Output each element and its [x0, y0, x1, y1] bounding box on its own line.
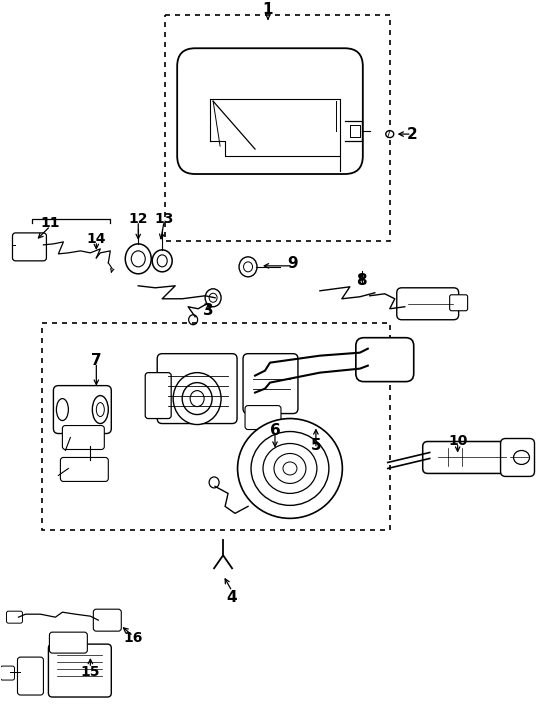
- Text: 13: 13: [155, 212, 174, 226]
- Text: 7: 7: [91, 353, 102, 368]
- Ellipse shape: [251, 431, 329, 506]
- Text: 9: 9: [288, 256, 298, 271]
- Text: 6: 6: [270, 423, 280, 438]
- FancyBboxPatch shape: [245, 406, 281, 430]
- Ellipse shape: [274, 454, 306, 484]
- FancyBboxPatch shape: [450, 295, 468, 311]
- FancyBboxPatch shape: [49, 644, 111, 697]
- FancyBboxPatch shape: [423, 442, 513, 474]
- Text: 15: 15: [81, 665, 100, 679]
- Text: 1: 1: [262, 2, 273, 17]
- Text: 10: 10: [448, 433, 467, 447]
- FancyBboxPatch shape: [177, 48, 363, 174]
- Ellipse shape: [57, 399, 68, 421]
- Text: 14: 14: [87, 232, 106, 246]
- Ellipse shape: [190, 391, 204, 406]
- Ellipse shape: [209, 477, 219, 488]
- Text: 5: 5: [310, 438, 321, 453]
- FancyBboxPatch shape: [145, 372, 171, 418]
- Text: 3: 3: [203, 303, 213, 319]
- FancyBboxPatch shape: [60, 457, 108, 481]
- Ellipse shape: [238, 418, 342, 518]
- Ellipse shape: [132, 251, 145, 267]
- Ellipse shape: [239, 257, 257, 277]
- Ellipse shape: [125, 244, 151, 274]
- Ellipse shape: [283, 462, 297, 475]
- Ellipse shape: [173, 372, 221, 425]
- Ellipse shape: [189, 315, 198, 325]
- FancyBboxPatch shape: [397, 287, 459, 320]
- FancyBboxPatch shape: [243, 354, 298, 413]
- Ellipse shape: [514, 450, 529, 464]
- FancyBboxPatch shape: [93, 609, 121, 631]
- Text: 11: 11: [40, 216, 60, 230]
- FancyBboxPatch shape: [50, 632, 87, 653]
- Text: 4: 4: [227, 590, 237, 605]
- Text: 2: 2: [406, 127, 417, 142]
- Ellipse shape: [244, 262, 253, 272]
- FancyBboxPatch shape: [63, 426, 105, 450]
- Ellipse shape: [96, 403, 105, 416]
- FancyBboxPatch shape: [12, 233, 46, 261]
- FancyArrowPatch shape: [110, 268, 114, 272]
- FancyBboxPatch shape: [6, 611, 23, 623]
- Ellipse shape: [92, 396, 108, 423]
- Ellipse shape: [157, 255, 167, 267]
- FancyBboxPatch shape: [17, 657, 44, 695]
- Ellipse shape: [205, 289, 221, 307]
- FancyBboxPatch shape: [157, 354, 237, 423]
- Bar: [43, 323, 390, 530]
- FancyBboxPatch shape: [501, 438, 535, 476]
- Ellipse shape: [209, 293, 217, 302]
- Ellipse shape: [152, 250, 172, 272]
- Ellipse shape: [263, 443, 317, 493]
- Text: 8: 8: [356, 273, 367, 288]
- Text: 12: 12: [128, 212, 148, 226]
- FancyBboxPatch shape: [1, 666, 15, 680]
- Ellipse shape: [182, 382, 212, 415]
- Text: 16: 16: [123, 631, 143, 645]
- FancyBboxPatch shape: [356, 338, 414, 382]
- Ellipse shape: [386, 130, 394, 137]
- Bar: [165, 16, 390, 241]
- FancyBboxPatch shape: [53, 386, 111, 433]
